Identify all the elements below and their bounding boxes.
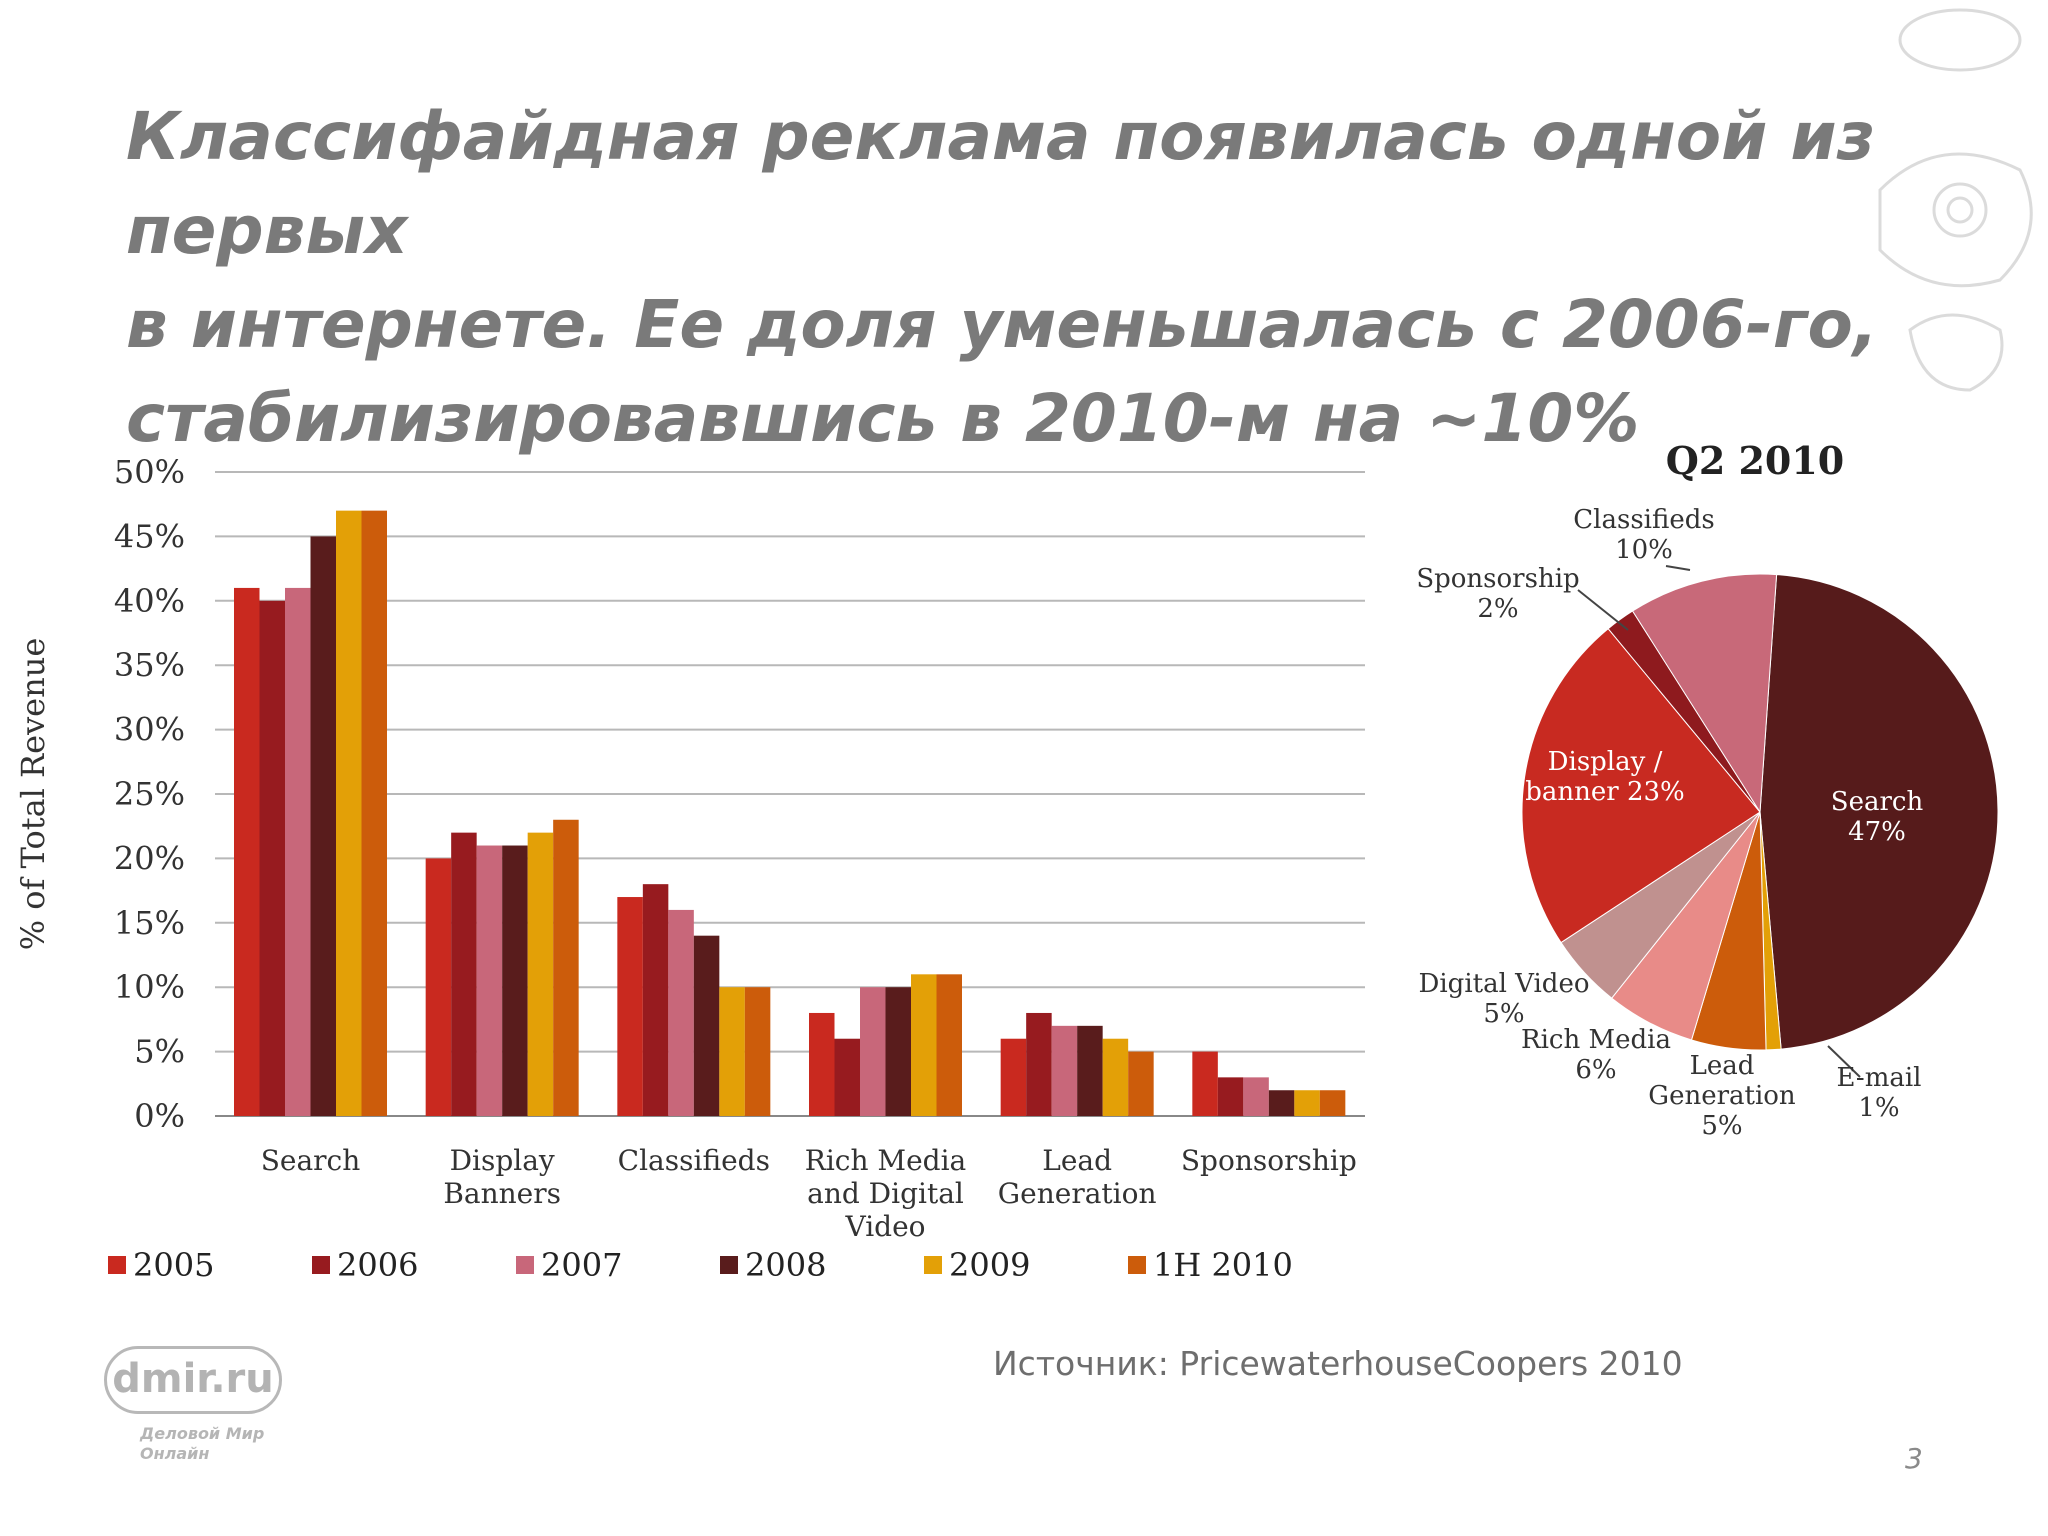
legend-label: 1H 2010 <box>1153 1246 1293 1284</box>
legend-label: 2006 <box>337 1246 418 1284</box>
slide-title-line: Классифайдная реклама появилась одной из… <box>126 98 1875 269</box>
y-tick-label: 20% <box>114 839 185 877</box>
legend-swatch <box>1128 1256 1146 1274</box>
y-tick-label: 50% <box>114 453 185 491</box>
pie-slice-label: Sponsorship 2% <box>1416 564 1579 624</box>
x-tick-label: Rich Media and Digital Video <box>805 1144 966 1243</box>
bar <box>527 832 554 1116</box>
pie-slice-label: E-mail 1% <box>1836 1063 1921 1123</box>
legend-label: 2007 <box>541 1246 622 1284</box>
bar <box>451 832 477 1116</box>
logo-tagline: Деловой Мир Онлайн <box>140 1424 290 1464</box>
bar <box>885 987 911 1116</box>
bar <box>744 987 771 1116</box>
slide-title-line: в интернете. Ее доля уменьшалась с 2006-… <box>126 286 1878 363</box>
x-tick-label: Display Banners <box>443 1144 561 1210</box>
bar <box>1294 1090 1320 1116</box>
pie-slice-label: Display / banner 23% <box>1525 747 1685 807</box>
x-tick-label: Classifieds <box>618 1144 770 1177</box>
slide-title-line: стабилизировавшись в 2010-м на ~10% <box>126 380 1640 457</box>
bar <box>234 587 260 1116</box>
bar <box>425 858 452 1116</box>
pie-slice-label: Classifieds 10% <box>1573 505 1714 565</box>
y-tick-label: 10% <box>114 968 185 1006</box>
y-tick-label: 5% <box>134 1033 185 1071</box>
pie-slice <box>1759 574 1999 1050</box>
legend-swatch <box>924 1256 942 1274</box>
bar <box>1077 1025 1103 1116</box>
logo-tagline-line: Деловой Мир <box>140 1424 265 1443</box>
bar <box>1217 1077 1244 1116</box>
bar <box>834 1038 860 1116</box>
dmir-logo: dmir.ru <box>104 1346 282 1414</box>
bar <box>502 845 528 1116</box>
bar <box>1000 1038 1027 1116</box>
bar <box>476 845 503 1116</box>
bar <box>1128 1051 1154 1116</box>
bar <box>285 587 311 1116</box>
bar <box>860 987 886 1116</box>
bar-chart: % of Total Revenue 0% 5% 10% 15% 20% 25% 30% 35%… <box>14 453 1365 1284</box>
bar <box>1102 1038 1129 1116</box>
pie-slice <box>1631 573 1778 814</box>
y-tick-label: 0% <box>134 1097 185 1135</box>
legend-label: 2005 <box>133 1246 214 1284</box>
bar <box>1192 1051 1218 1116</box>
bar <box>936 974 962 1116</box>
source-note: Источник: PricewaterhouseCoopers 2010 <box>993 1344 1683 1383</box>
bar <box>1268 1090 1295 1116</box>
legend-swatch <box>312 1256 330 1274</box>
slide-title: Классифайдная реклама появилась одной из… <box>126 90 2006 466</box>
y-tick-label: 15% <box>114 904 185 942</box>
decorative-doodle-icon <box>1878 8 2033 392</box>
pie-slice <box>1521 628 1761 944</box>
y-tick-label: 40% <box>114 582 185 620</box>
x-tick-label: Search <box>261 1144 361 1177</box>
page-number: 3 <box>1905 1442 1923 1475</box>
pie-slice-label: Digital Video 5% <box>1419 969 1590 1029</box>
bar <box>336 510 362 1116</box>
y-axis-label: % of Total Revenue <box>14 638 52 951</box>
pie-slice-label: Rich Media 6% <box>1521 1025 1671 1085</box>
bar <box>719 987 745 1116</box>
legend-label: 2009 <box>949 1246 1030 1284</box>
legend-swatch <box>720 1256 738 1274</box>
y-tick-label: 30% <box>114 711 185 749</box>
bar <box>553 819 579 1116</box>
y-tick-label: 25% <box>114 775 185 813</box>
bar <box>259 600 285 1116</box>
pie-slice-label: Search 47% <box>1831 787 1924 847</box>
y-tick-label: 45% <box>114 517 185 555</box>
bar <box>642 884 669 1116</box>
legend-swatch <box>108 1256 126 1274</box>
legend-swatch <box>516 1256 534 1274</box>
pie-leader-line <box>1665 565 1691 571</box>
pie-title: Q2 2010 <box>1666 438 1845 483</box>
bar <box>617 897 643 1116</box>
bar <box>693 935 720 1116</box>
bar <box>911 974 937 1116</box>
pie-chart: Q2 2010 Search 47% E-mail 1% Lead Generation 5%… <box>1416 438 1999 1141</box>
logo-tagline-line: Онлайн <box>140 1444 210 1463</box>
bar <box>310 536 336 1116</box>
pie-slice-label: Lead Generation 5% <box>1648 1051 1796 1141</box>
y-tick-label: 35% <box>114 646 185 684</box>
bar <box>668 909 694 1116</box>
bar <box>1026 1012 1052 1116</box>
x-tick-label: Sponsorship <box>1181 1144 1357 1177</box>
bar <box>1319 1090 1346 1116</box>
pie-leader-line <box>1827 1045 1861 1078</box>
legend-label: 2008 <box>745 1246 826 1284</box>
pie-leader-line <box>1577 589 1629 631</box>
bar <box>809 1012 835 1116</box>
bar <box>1243 1077 1269 1116</box>
x-tick-label: Lead Generation <box>998 1144 1157 1210</box>
bar <box>361 510 387 1116</box>
bar <box>1051 1025 1078 1116</box>
